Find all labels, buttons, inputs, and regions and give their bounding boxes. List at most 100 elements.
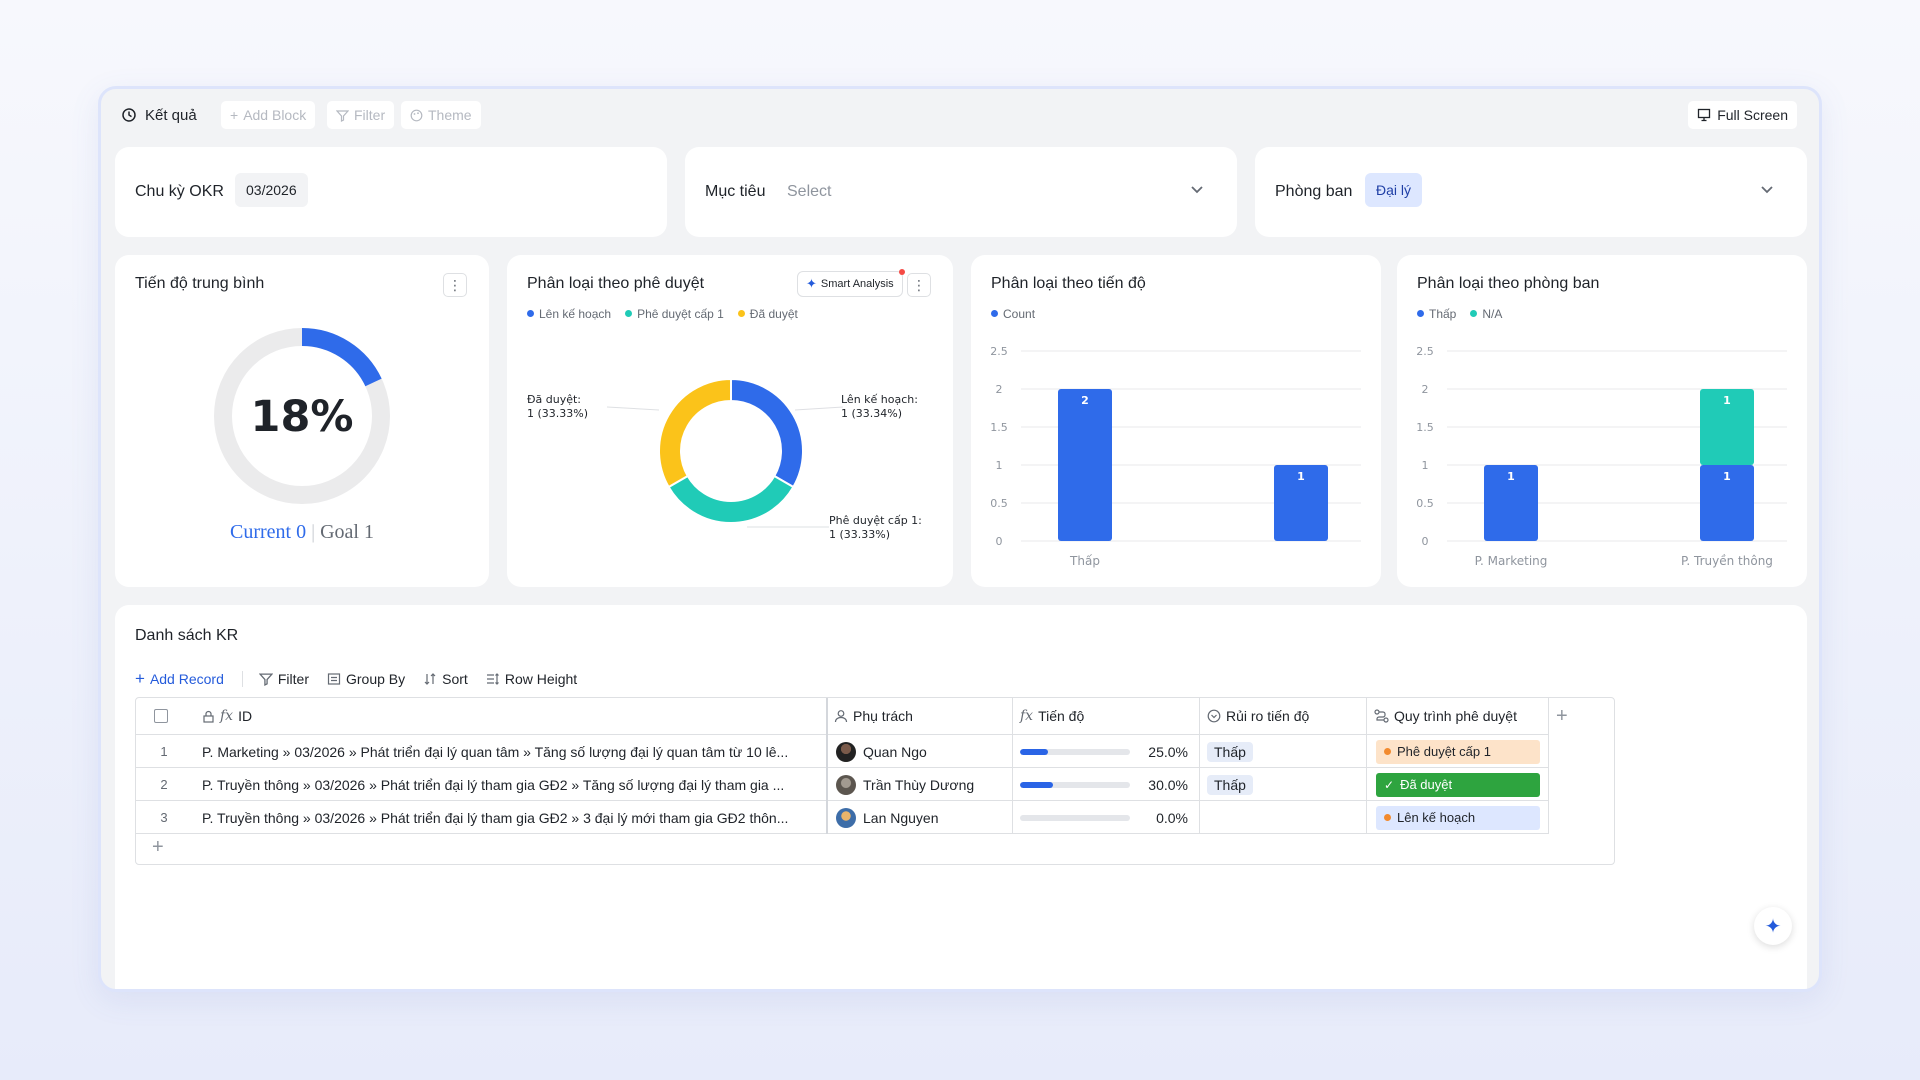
- palette-icon: [410, 109, 423, 121]
- progress-cell[interactable]: 30.0%: [1020, 768, 1196, 801]
- person-icon: [834, 710, 848, 723]
- risk-cell[interactable]: Thấp: [1207, 735, 1357, 768]
- owner-cell[interactable]: Lan Nguyen: [836, 801, 1006, 834]
- owner-name: Quan Ngo: [863, 743, 927, 760]
- add-block-button[interactable]: + Add Block: [221, 101, 316, 129]
- group-by-button[interactable]: Group By: [327, 671, 405, 687]
- select-all-checkbox[interactable]: [154, 698, 168, 734]
- risk-cell[interactable]: [1207, 801, 1357, 834]
- kr-id-cell[interactable]: P. Truyền thông » 03/2026 » Phát triển đ…: [202, 776, 785, 793]
- risk-cell[interactable]: Thấp: [1207, 768, 1357, 801]
- department-bar-chart: 0 0.5 1 1.5 2 2.5 1 P. Marketing 1 1 P. Truyền thô…: [1416, 345, 1787, 568]
- objective-select[interactable]: Select: [787, 183, 832, 200]
- progress-cell[interactable]: 0.0%: [1020, 801, 1196, 834]
- progress-category-card: Phân loại theo tiến độ Count 0 0.5 1 1.5 2 2.…: [971, 255, 1381, 587]
- department-category-card: Phân loại theo phòng ban Thấp N/A 0 0.5 1 1…: [1397, 255, 1807, 587]
- donut-slice[interactable]: [730, 377, 804, 489]
- slice-label: Phê duyệt cấp 1:: [829, 514, 922, 527]
- row-number: 2: [160, 777, 168, 792]
- column-header-progress[interactable]: fx Tiến độ: [1020, 708, 1085, 724]
- legend-item: Thấp: [1417, 307, 1456, 321]
- column-header-risk[interactable]: Rủi ro tiến độ: [1199, 698, 1309, 734]
- cycle-filter-label: Chu kỳ OKR: [135, 183, 224, 200]
- add-column-button[interactable]: +: [1556, 704, 1568, 727]
- kr-id-cell[interactable]: P. Marketing » 03/2026 » Phát triển đại …: [202, 743, 789, 760]
- column-header-owner[interactable]: Phụ trách: [826, 698, 913, 734]
- filter-button[interactable]: Filter: [327, 101, 395, 129]
- bar[interactable]: [1484, 465, 1538, 541]
- sparkle-icon: ✦: [1764, 915, 1782, 938]
- theme-button[interactable]: Theme: [401, 101, 481, 129]
- filter-icon: [336, 109, 349, 122]
- progress-value: 0.0%: [1156, 809, 1188, 826]
- bar[interactable]: [1274, 465, 1328, 541]
- add-row-button[interactable]: +: [152, 836, 164, 858]
- owner-name: Lan Nguyen: [863, 809, 939, 826]
- chart-legend: Count: [991, 307, 1035, 321]
- result-tab[interactable]: Kết quả: [121, 101, 197, 129]
- status-dot-icon: [1384, 748, 1391, 755]
- progress-cell[interactable]: 25.0%: [1020, 735, 1196, 768]
- owner-cell[interactable]: Quan Ngo: [836, 735, 1006, 768]
- column-header-flow[interactable]: Quy trình phê duyệt: [1366, 698, 1517, 734]
- more-icon[interactable]: ⋮: [443, 273, 467, 297]
- flow-cell[interactable]: Lên kế hoạch: [1376, 801, 1546, 834]
- smart-analysis-button[interactable]: ✦ Smart Analysis: [797, 269, 905, 297]
- card-title: Phân loại theo tiến độ: [991, 275, 1146, 292]
- x-tick-label: Thấp: [1069, 554, 1100, 568]
- avatar: [836, 807, 856, 828]
- bar-value-label: 1: [1723, 394, 1731, 407]
- kr-list-title: Danh sách KR: [135, 627, 239, 644]
- y-tick-label: 2: [1422, 383, 1429, 396]
- theme-label: Theme: [428, 107, 472, 123]
- slice-label: 1 (33.33%): [527, 407, 588, 420]
- full-screen-button[interactable]: Full Screen: [1688, 101, 1797, 129]
- row-height-button[interactable]: Row Height: [486, 671, 577, 687]
- ai-assistant-button[interactable]: ✦: [1754, 907, 1792, 945]
- slice-label: Đã duyệt:: [527, 393, 581, 406]
- sort-button[interactable]: Sort: [423, 671, 468, 687]
- slice-label: 1 (33.33%): [829, 528, 890, 541]
- cycle-filter-card: Chu kỳ OKR 03/2026: [115, 147, 667, 237]
- table-filter-button[interactable]: Filter: [258, 671, 309, 687]
- department-chip[interactable]: Đại lý: [1365, 173, 1423, 207]
- y-tick-label: 1: [1422, 459, 1429, 472]
- chart-legend: Thấp N/A: [1417, 307, 1502, 321]
- filter-label: Filter: [354, 107, 386, 123]
- flow-cell[interactable]: Phê duyệt cấp 1: [1376, 735, 1546, 768]
- kr-id-cell[interactable]: P. Truyền thông » 03/2026 » Phát triển đ…: [202, 809, 789, 826]
- card-title: Phân loại theo phòng ban: [1417, 275, 1600, 292]
- average-progress-card: Tiến độ trung bình ⋮ 18% Current 0 | Goa…: [115, 255, 489, 587]
- legend-item: Phê duyệt cấp 1: [625, 307, 724, 321]
- chevron-down-icon[interactable]: [1755, 177, 1779, 201]
- donut-slice[interactable]: [667, 474, 795, 524]
- flow-cell[interactable]: ✓ Đã duyệt: [1376, 768, 1546, 801]
- objective-filter-card[interactable]: Mục tiêu Select: [685, 147, 1237, 237]
- donut-slice[interactable]: [658, 377, 732, 489]
- add-record-button[interactable]: + Add Record: [135, 669, 224, 688]
- sort-icon: [424, 673, 436, 685]
- bar[interactable]: [1700, 389, 1754, 465]
- column-header-id[interactable]: fx ID: [194, 698, 252, 734]
- progress-value: 25.0%: [1148, 743, 1188, 760]
- avatar: [836, 741, 856, 762]
- goal-value: Goal 1: [320, 521, 374, 543]
- more-icon[interactable]: ⋮: [907, 273, 931, 297]
- bar[interactable]: [1700, 465, 1754, 541]
- bar-value-label: 2: [1081, 394, 1089, 407]
- department-filter-card[interactable]: Phòng ban Đại lý: [1255, 147, 1807, 237]
- y-tick-label: 0: [1422, 535, 1429, 548]
- cycle-chip[interactable]: 03/2026: [235, 173, 308, 207]
- kr-list-card: Danh sách KR + Add Record Filter Group By…: [115, 605, 1807, 989]
- owner-name: Trần Thùy Dương: [863, 776, 975, 793]
- bar[interactable]: [1058, 389, 1112, 541]
- lock-icon: [203, 710, 214, 723]
- chevron-down-icon[interactable]: [1185, 177, 1209, 201]
- y-tick-label: 2.5: [1416, 345, 1434, 358]
- status-dot-icon: [1384, 814, 1391, 821]
- y-tick-label: 1: [996, 459, 1003, 472]
- current-value: Current 0: [230, 521, 307, 543]
- y-tick-label: 0: [996, 535, 1003, 548]
- owner-cell[interactable]: Trần Thùy Dương: [836, 768, 1006, 801]
- row-number: 1: [160, 744, 168, 759]
